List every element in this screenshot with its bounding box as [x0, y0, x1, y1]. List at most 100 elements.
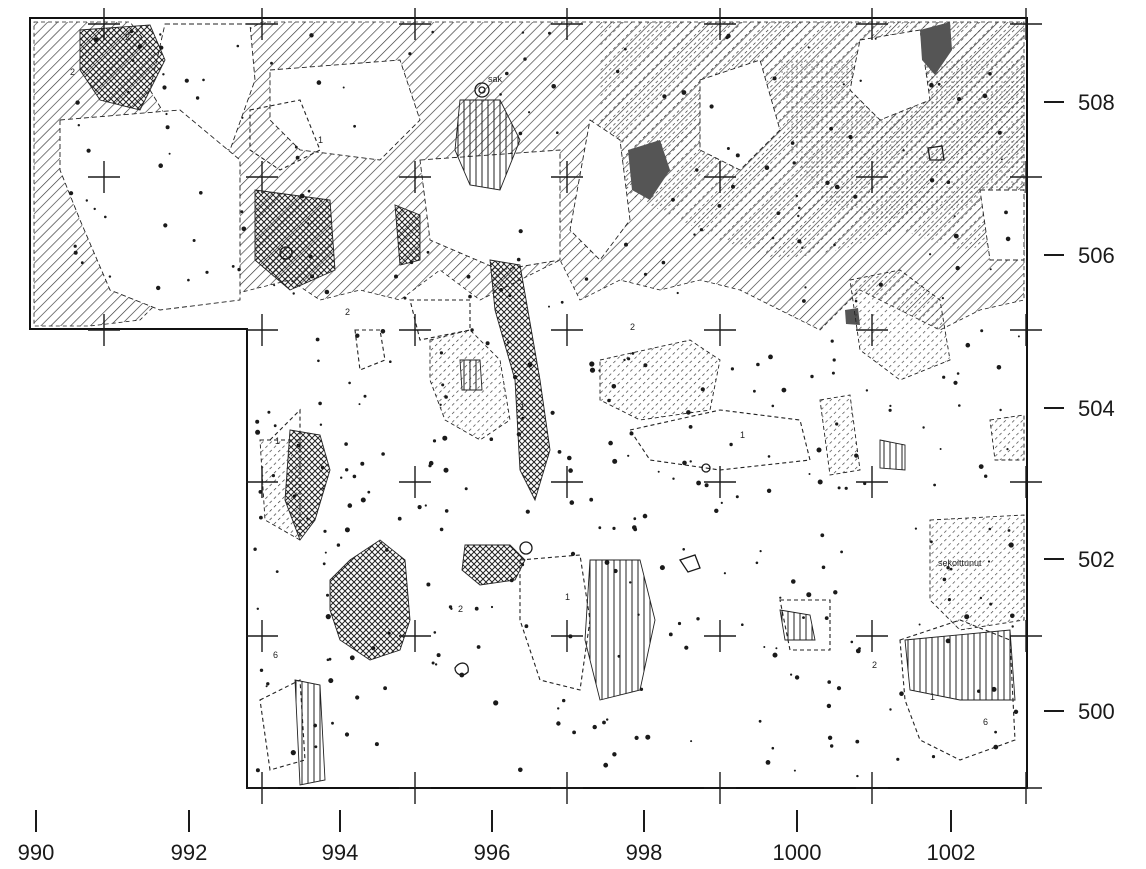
soil-point: [93, 207, 96, 211]
soil-point: [690, 740, 693, 743]
soil-point: [162, 73, 165, 76]
soil-point: [127, 90, 130, 94]
annotation-zone-1: 1: [565, 592, 570, 602]
soil-point: [723, 572, 727, 575]
soil-point: [192, 239, 196, 242]
grid-crosshair: [399, 314, 431, 346]
soil-point: [763, 646, 766, 648]
soil-point: [929, 178, 935, 183]
soil-point: [328, 657, 332, 661]
soil-point: [859, 79, 862, 83]
soil-point: [518, 131, 523, 136]
soil-point: [433, 631, 437, 634]
solid-dark-patches: [628, 22, 952, 325]
soil-point: [348, 381, 351, 385]
soil-point: [629, 431, 634, 436]
soil-point: [417, 505, 422, 510]
soil-point: [439, 351, 443, 355]
soil-point: [608, 440, 613, 446]
soil-point: [444, 395, 448, 399]
soil-point: [836, 686, 842, 691]
soil-point: [352, 474, 357, 479]
soil-point: [833, 590, 838, 595]
soil-point: [772, 76, 777, 81]
soil-point: [612, 526, 616, 531]
soil-point: [551, 84, 556, 89]
soil-point: [241, 226, 247, 232]
soil-point: [662, 94, 667, 99]
soil-point: [798, 206, 801, 210]
soil-point: [137, 44, 143, 49]
soil-point: [643, 272, 648, 276]
soil-point: [241, 116, 244, 119]
grid-crosshair: [1010, 8, 1042, 40]
soil-point: [1005, 236, 1011, 242]
soil-point: [958, 404, 961, 407]
grid-crosshair: [1010, 620, 1042, 652]
soil-point: [833, 243, 836, 247]
soil-point: [521, 563, 525, 567]
soil-point: [758, 719, 762, 723]
soil-point: [771, 746, 775, 750]
grid-crosshair: [246, 8, 278, 40]
soil-point: [688, 425, 693, 429]
soil-point: [353, 124, 356, 128]
soil-point: [611, 384, 617, 389]
soil-point: [468, 294, 472, 299]
y-tick-label: 508: [1078, 90, 1115, 115]
soil-point: [306, 517, 309, 520]
soil-point: [524, 624, 529, 629]
soil-point: [726, 147, 730, 150]
soil-point: [397, 516, 402, 521]
soil-point: [988, 527, 992, 531]
soil-point: [755, 561, 759, 565]
soil-point: [709, 104, 714, 109]
soil-point: [848, 134, 853, 140]
soil-point: [385, 548, 389, 552]
soil-point: [731, 184, 735, 189]
soil-point: [661, 260, 666, 265]
soil-point: [863, 481, 867, 486]
soil-point: [989, 268, 992, 271]
soil-point: [355, 695, 360, 700]
soil-point: [1017, 335, 1020, 338]
soil-point: [802, 299, 806, 303]
soil-point: [980, 329, 984, 333]
annotation-sak: sak: [488, 74, 503, 84]
soil-point: [853, 194, 858, 199]
soil-point: [317, 359, 320, 363]
soil-point: [464, 487, 468, 491]
soil-point: [567, 455, 572, 461]
soil-point: [131, 59, 135, 62]
soil-point: [129, 29, 134, 34]
soil-point: [684, 645, 689, 650]
soil-point: [888, 408, 892, 412]
grid-crosshair: [856, 314, 888, 346]
x-tick-label: 996: [474, 840, 511, 865]
soil-point: [349, 655, 355, 661]
soil-point: [693, 233, 696, 236]
soil-point: [629, 581, 632, 584]
soil-point: [569, 500, 575, 505]
soil-point: [617, 654, 621, 658]
y-tick-label: 500: [1078, 699, 1115, 724]
soil-point: [623, 358, 626, 362]
annotation-zone-2: 2: [872, 660, 877, 670]
annotation-zone-2: 2: [630, 322, 635, 332]
soil-point: [825, 180, 830, 185]
soil-point: [255, 429, 261, 435]
soil-point: [953, 380, 958, 385]
soil-point: [344, 527, 350, 533]
soil-point: [797, 239, 802, 244]
soil-point: [835, 422, 839, 426]
soil-point: [830, 339, 834, 343]
soil-point: [631, 352, 635, 355]
soil-point: [955, 265, 960, 271]
soil-point: [964, 614, 970, 620]
soil-point: [725, 35, 729, 40]
soil-point: [759, 550, 762, 553]
map-annotations: sak sekoittunut 1 1 1 1 1 1 2 2 2 2 2 2 …: [70, 32, 988, 727]
soil-point: [236, 44, 240, 48]
soil-point: [493, 700, 499, 706]
soil-point: [772, 652, 778, 658]
